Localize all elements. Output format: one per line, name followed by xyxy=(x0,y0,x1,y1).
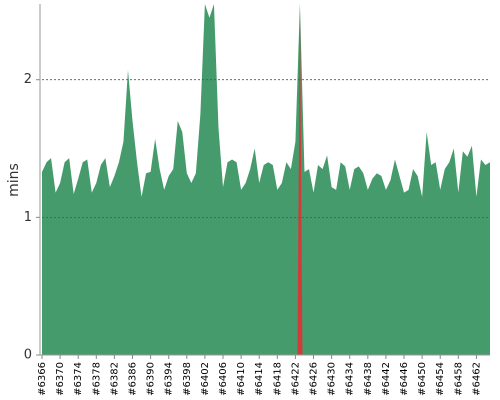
x-tick-label: #6418 xyxy=(272,362,283,396)
x-tick-label: #6430 xyxy=(327,362,338,396)
area xyxy=(42,4,490,355)
x-tick-label: #6366 xyxy=(37,362,48,396)
x-tick-label: #6414 xyxy=(254,362,265,396)
y-tick-label: 0 xyxy=(24,348,32,363)
x-tick-label: #6462 xyxy=(471,362,482,396)
x-tick-label: #6386 xyxy=(128,362,139,396)
x-tick-label: #6446 xyxy=(399,362,410,396)
x-tick-label: #6370 xyxy=(55,362,66,396)
x-tick-label: #6390 xyxy=(146,362,157,396)
x-tick-label: #6406 xyxy=(218,362,229,396)
x-tick-label: #6442 xyxy=(381,362,392,396)
y-tick-label: 1 xyxy=(24,210,32,225)
x-tick-label: #6450 xyxy=(417,362,428,396)
x-tick-label: #6374 xyxy=(73,362,84,396)
x-tick-label: #6410 xyxy=(236,362,247,396)
x-tick-label: #6394 xyxy=(164,362,175,396)
area xyxy=(297,4,303,355)
x-tick-label: #6378 xyxy=(91,362,102,396)
x-tick-label: #6402 xyxy=(200,362,211,396)
x-tick-label: #6434 xyxy=(345,362,356,396)
x-tick-label: #6438 xyxy=(363,362,374,396)
y-tick-label: 2 xyxy=(24,72,32,87)
x-tick-label: #6454 xyxy=(435,362,446,396)
x-tick-label: #6426 xyxy=(309,362,320,396)
x-tick-label: #6382 xyxy=(109,362,120,396)
x-tick-label: #6398 xyxy=(182,362,193,396)
x-tick-label: #6422 xyxy=(290,362,301,396)
y-axis-label: mins xyxy=(6,163,22,197)
x-tick-label: #6458 xyxy=(453,362,464,396)
